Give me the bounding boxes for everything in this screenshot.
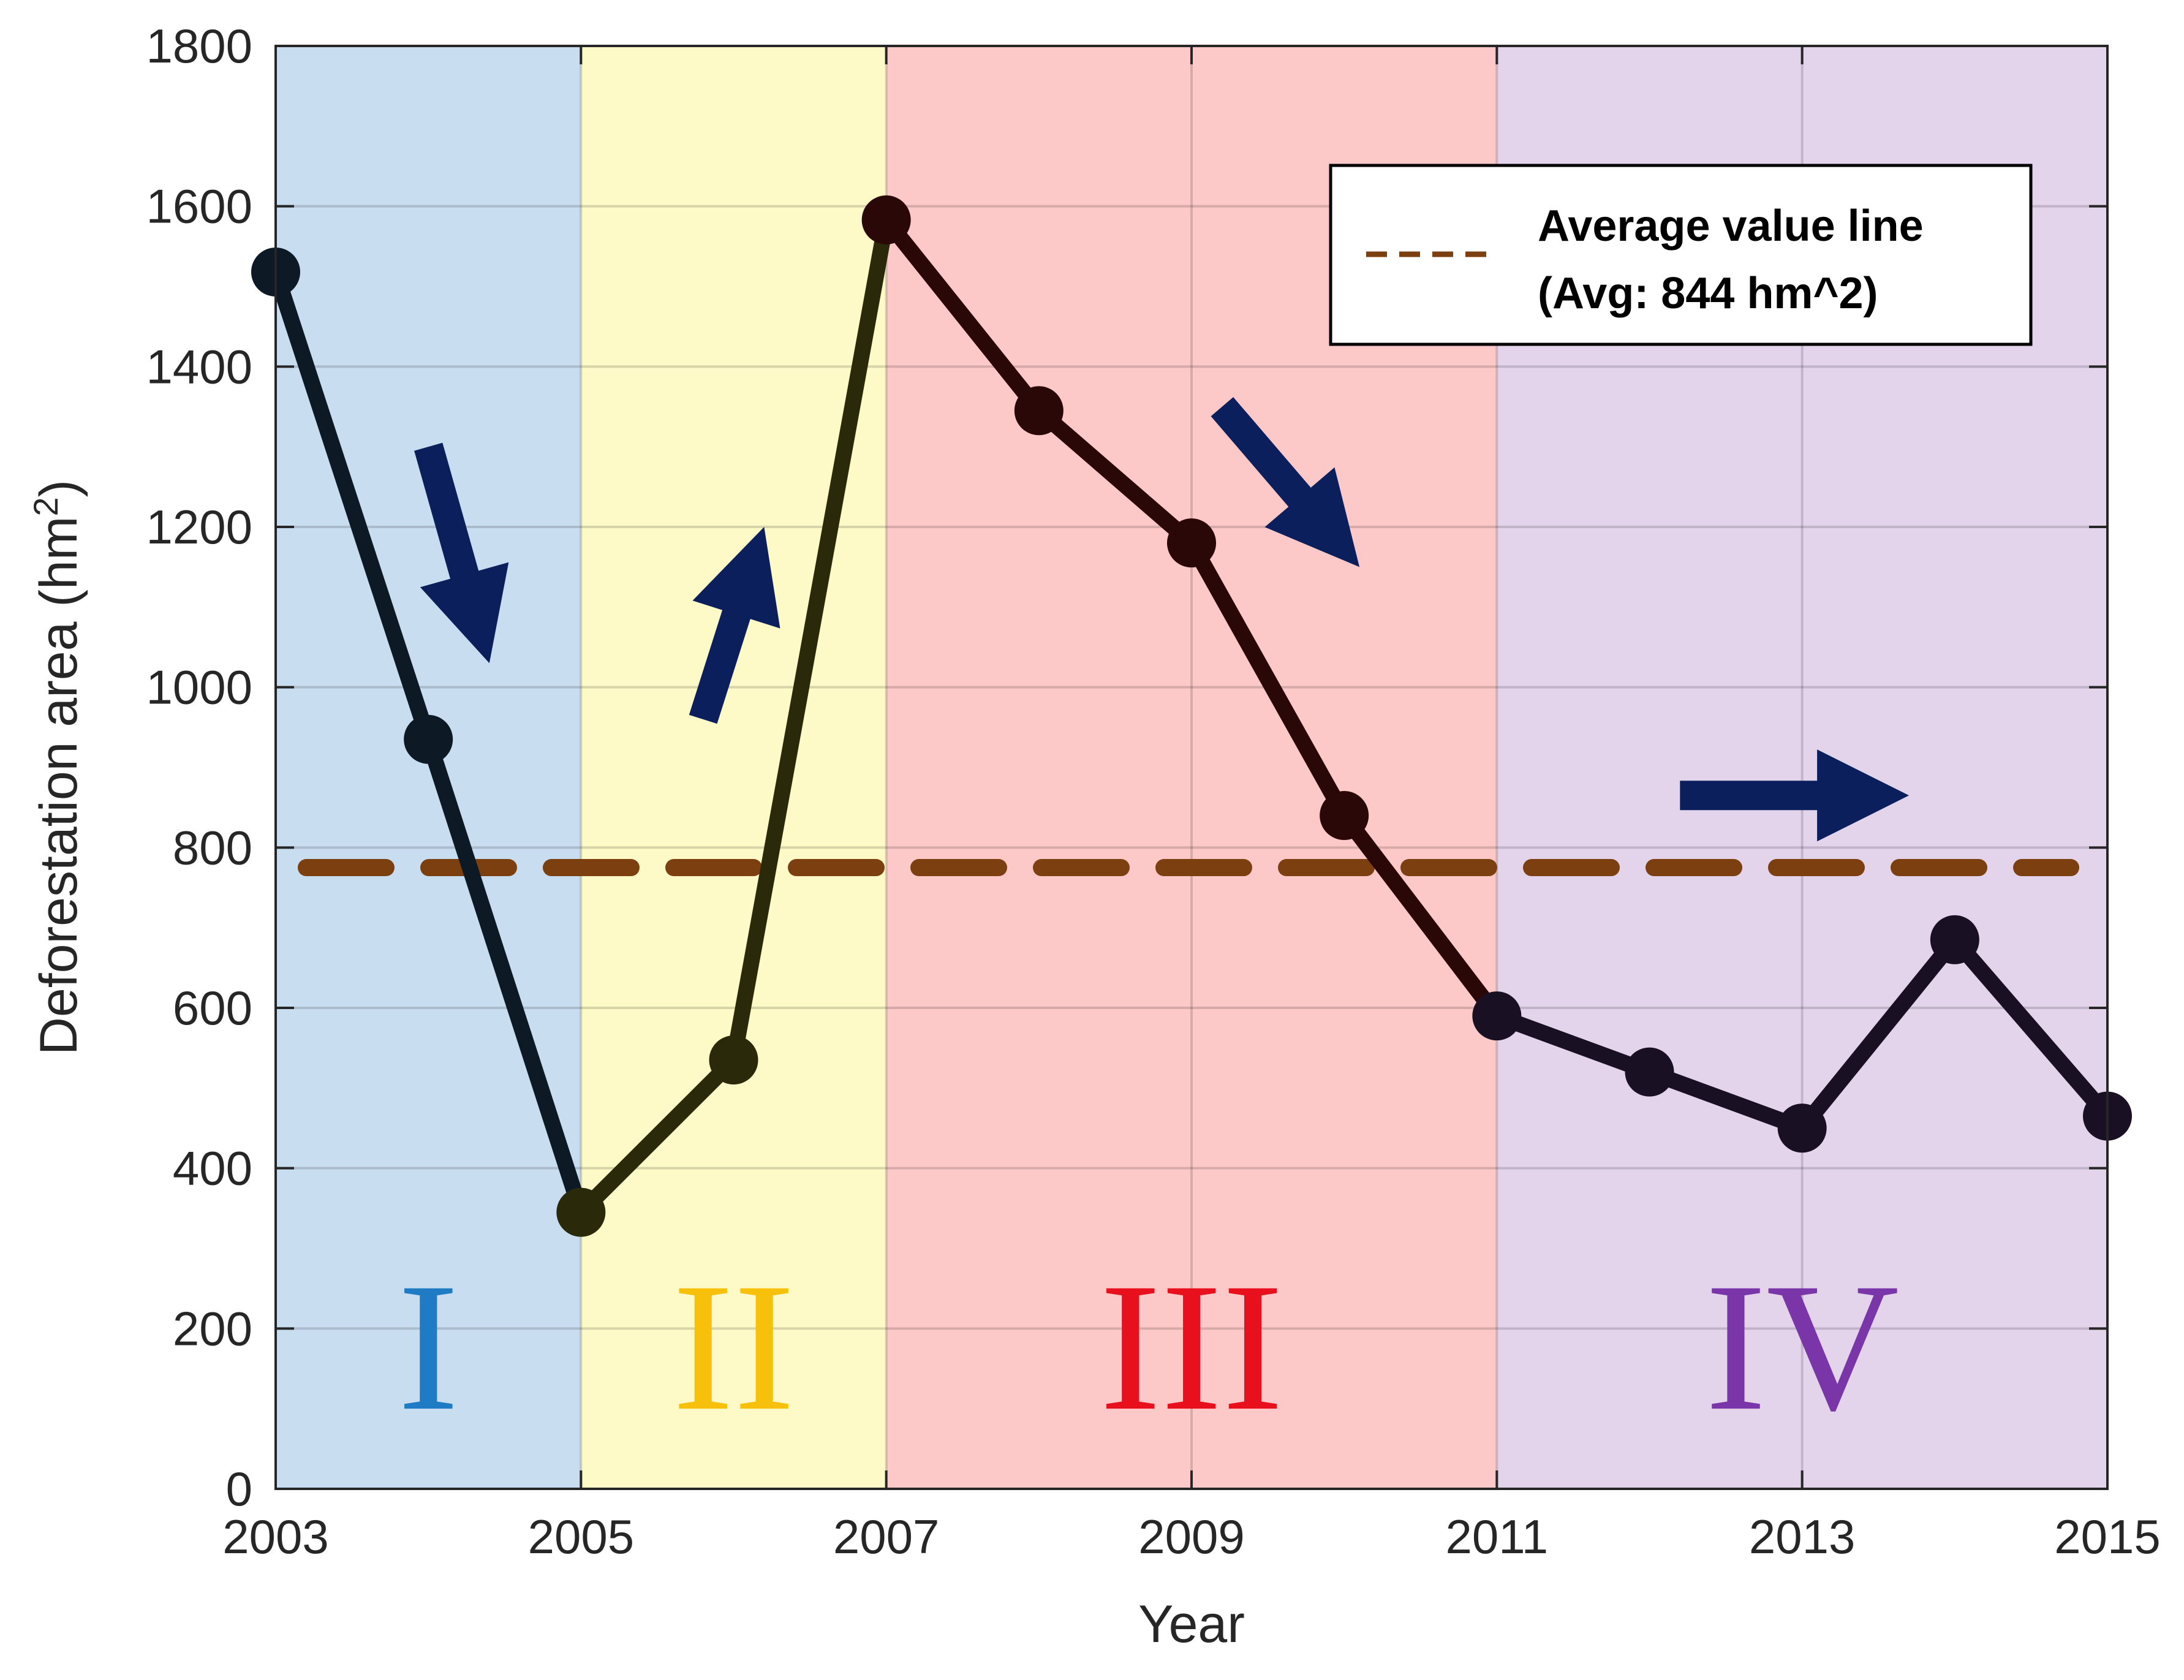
y-tick-label: 1200 <box>146 500 252 554</box>
x-tick-labels: 2003 2005 2007 2009 2011 2013 2015 <box>222 1510 2161 1564</box>
phase-labels: I II III IV <box>398 1245 1899 1448</box>
grid-lines <box>274 45 2109 1490</box>
data-point-2008 <box>1014 386 1064 436</box>
y-tick-label: 1800 <box>146 19 252 73</box>
data-point-2010 <box>1320 791 1369 840</box>
series-line <box>268 211 2115 1220</box>
series-segment <box>725 211 894 1069</box>
phase-band-2 <box>581 46 886 1489</box>
series-segment <box>1946 931 2115 1124</box>
x-tick-label: 2005 <box>528 1510 635 1564</box>
series-segment <box>1184 535 1353 823</box>
y-tick-label: 1600 <box>146 180 252 233</box>
trend-arrow-down <box>1211 397 1360 567</box>
series-segment <box>420 731 589 1220</box>
data-point-2005 <box>556 1187 606 1237</box>
trend-arrow-down <box>414 442 509 664</box>
legend: Average value line (Avg: 844 hm^2) <box>1329 164 2033 346</box>
legend-average-value: (Avg: 844 hm^2) <box>1538 269 1878 318</box>
y-tick-label: 800 <box>173 820 252 874</box>
x-tick-label: 2011 <box>1445 1510 1548 1564</box>
y-tick-label: 200 <box>173 1301 252 1355</box>
y-tick-label: 400 <box>173 1141 252 1195</box>
data-point-2014 <box>1930 915 1979 964</box>
series-segment <box>1794 931 1963 1137</box>
y-tick-label: 1400 <box>146 339 252 393</box>
series-segment <box>1030 403 1200 551</box>
series-segment <box>573 1052 742 1220</box>
phase-label-IV: IV <box>1705 1245 1899 1448</box>
x-tick-label: 2015 <box>2054 1510 2161 1564</box>
x-axis-title: Year <box>1138 1595 1245 1654</box>
y-tick-label: 0 <box>226 1462 252 1516</box>
y-tick-labels: 0 200 400 600 800 1000 1200 1400 1600 1800 <box>146 19 252 1516</box>
phase-label-III: III <box>1100 1245 1283 1448</box>
x-tick-label: 2013 <box>1749 1510 1856 1564</box>
series-segment <box>878 211 1047 419</box>
data-point-2012 <box>1625 1047 1674 1097</box>
legend-label: Average value line <box>1538 202 1924 251</box>
phase-label-I: I <box>398 1245 459 1448</box>
trend-arrow-up <box>689 527 780 724</box>
y-tick-label: 600 <box>173 981 252 1035</box>
data-point-2009 <box>1167 518 1216 568</box>
data-point-2011 <box>1472 991 1522 1041</box>
x-tick-label: 2009 <box>1138 1510 1245 1564</box>
data-point-2007 <box>861 195 911 244</box>
y-tick-label: 1000 <box>146 660 252 714</box>
plot-frame <box>274 45 2109 1490</box>
series-segment <box>1489 1008 1658 1080</box>
x-tick-label: 2003 <box>222 1510 329 1564</box>
data-point-2006 <box>709 1035 758 1085</box>
series-segment <box>1641 1064 1810 1137</box>
y-axis-title-superscript: 2 <box>26 497 65 516</box>
phase-band-1 <box>276 46 581 1489</box>
phase-label-II: II <box>673 1245 795 1448</box>
trend-arrow-right <box>1680 749 1910 842</box>
x-tick-label: 2007 <box>833 1510 940 1564</box>
trend-arrows <box>414 397 1910 842</box>
data-point-2013 <box>1777 1103 1827 1153</box>
series-segment <box>268 263 437 747</box>
data-point-2004 <box>404 714 453 764</box>
series-segment <box>1336 808 1505 1024</box>
y-axis-title: Deforestation area (hm2) <box>26 480 89 1055</box>
